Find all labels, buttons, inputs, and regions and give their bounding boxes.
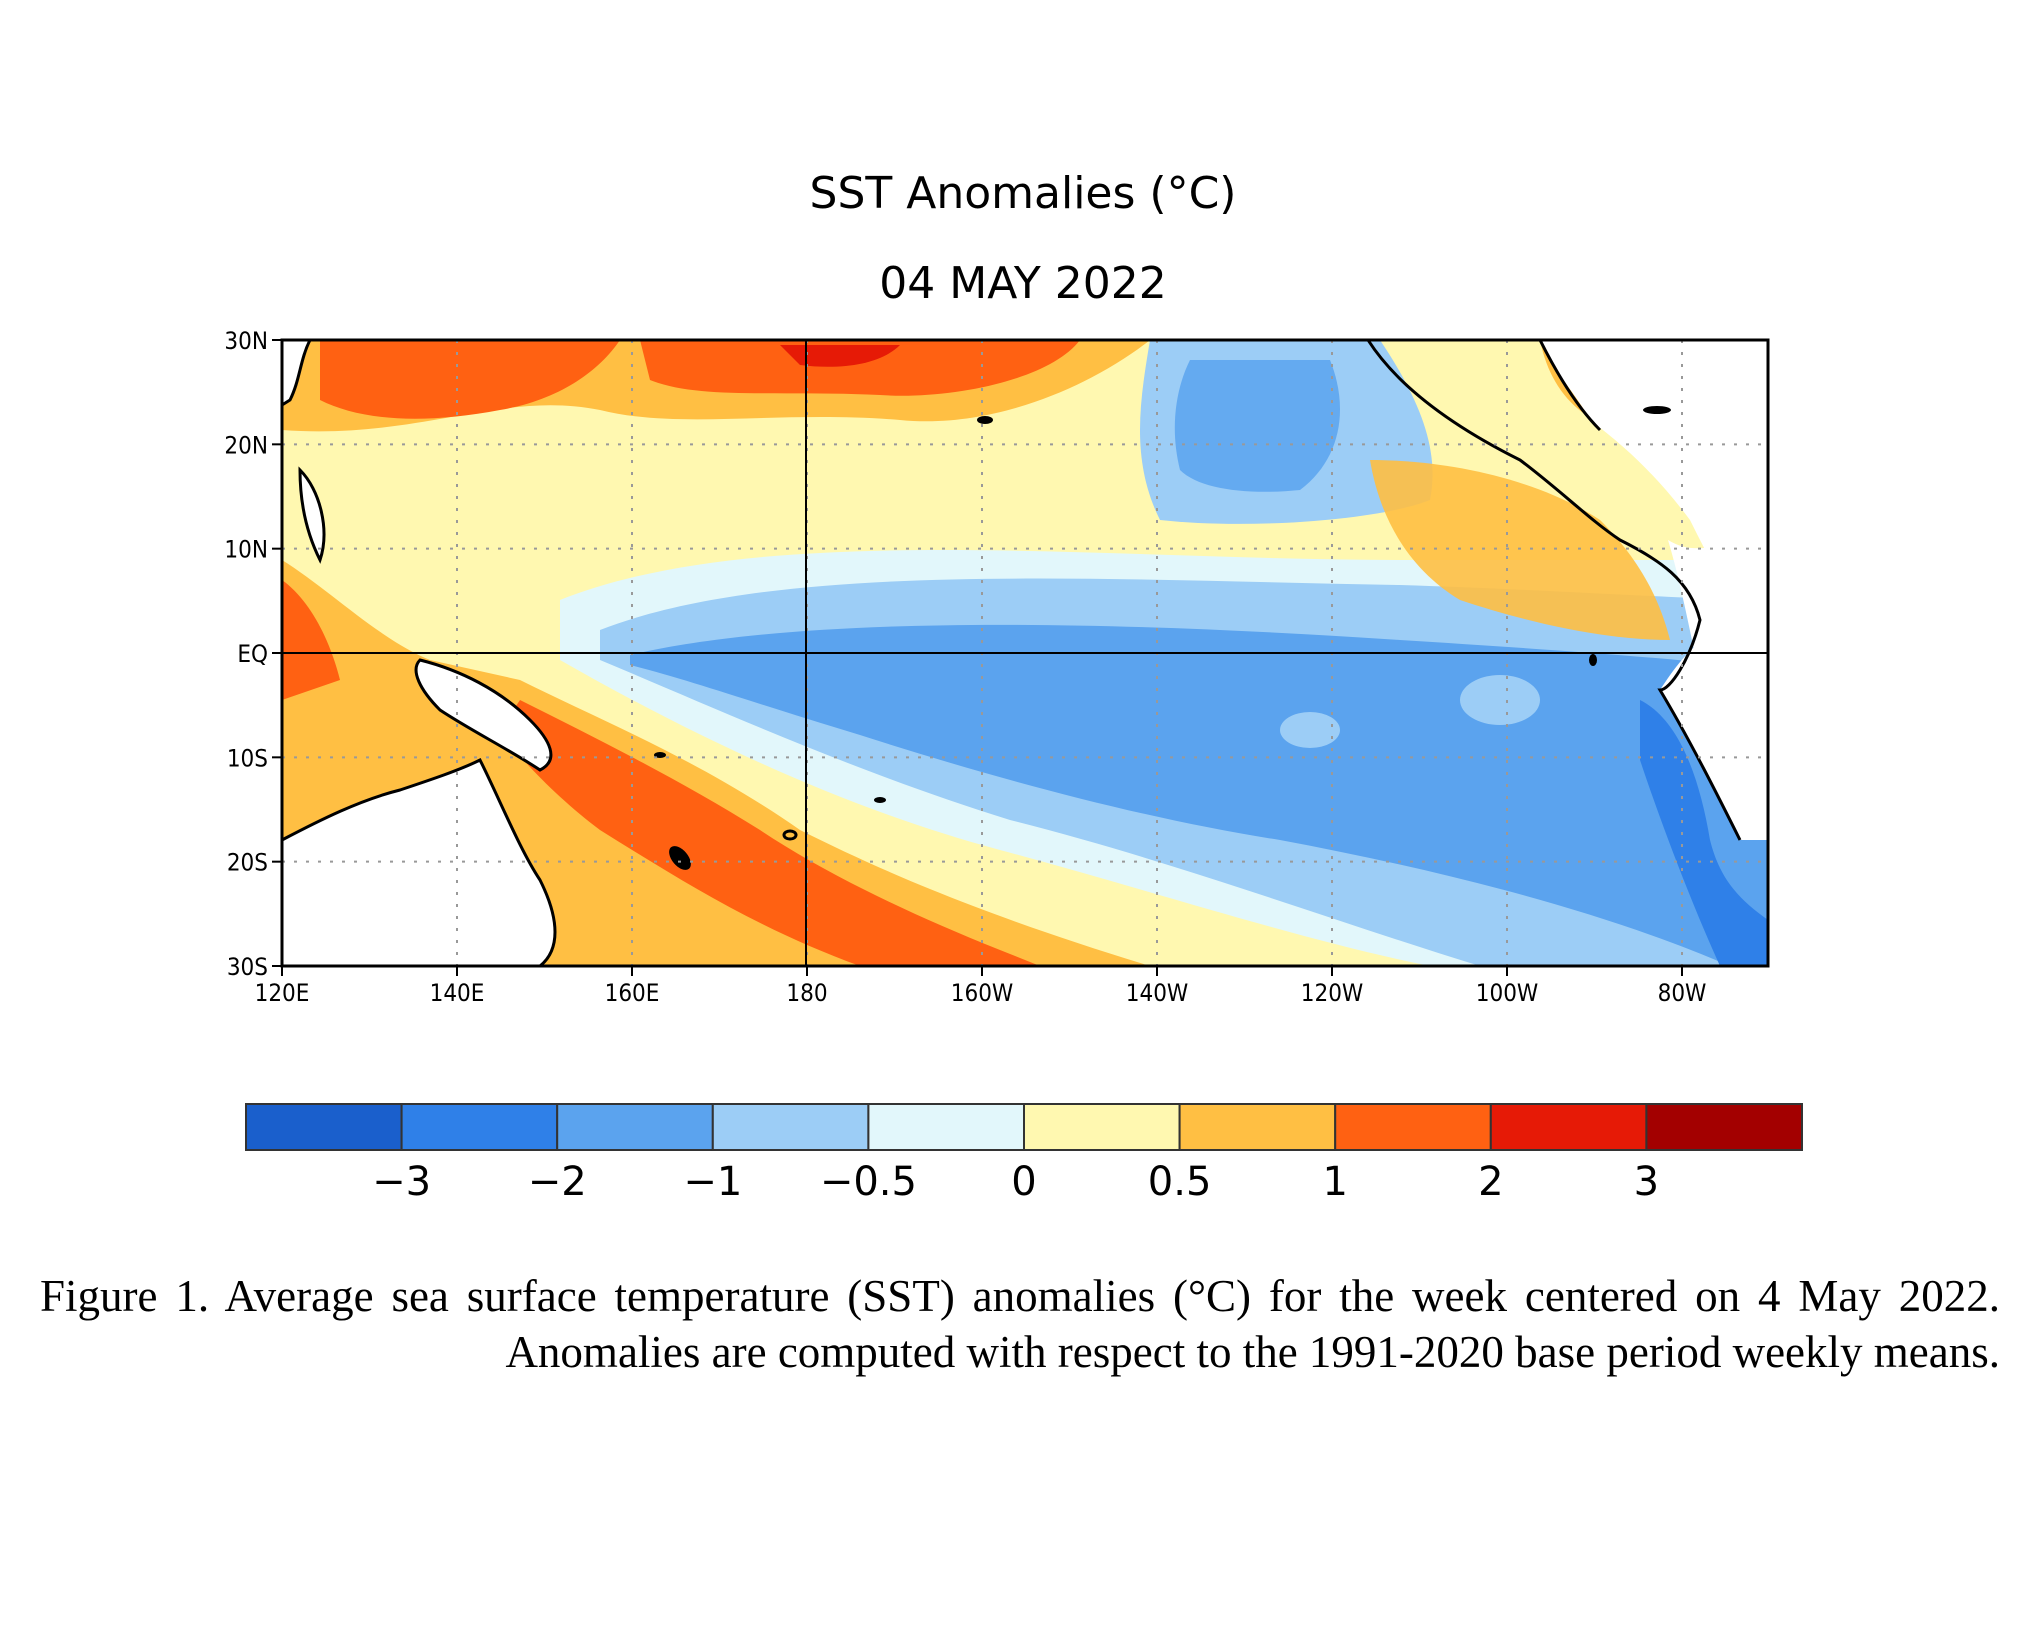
- colorbar-label: −3: [372, 1159, 431, 1205]
- colorbar-swatch: [1489, 1103, 1648, 1151]
- lat-tick-label: 10N: [224, 536, 268, 564]
- anomaly-spot: [1280, 712, 1340, 748]
- island-new-caledonia: [669, 846, 691, 870]
- lon-tick-label: 180: [786, 979, 827, 1007]
- coastline-philippines: [298, 466, 326, 564]
- colorbar-label: 0.5: [1148, 1159, 1212, 1205]
- anomaly-region-strong-cool: [1640, 700, 1768, 966]
- island-samoa: [874, 797, 886, 803]
- chart-title: SST Anomalies (°C): [810, 168, 1237, 219]
- land-philippines: [300, 470, 324, 560]
- latitude-axis: 30N 20N 10N EQ 10S 20S 30S: [224, 327, 282, 981]
- longitude-axis: 120E 140E 160E 180 160W 140W 120W 100W 80W: [255, 966, 1707, 1007]
- lon-tick-label: 160E: [605, 979, 660, 1007]
- island-galapagos: [1589, 654, 1597, 666]
- coastline-australia: [282, 757, 557, 966]
- lon-tick-label: 160W: [951, 979, 1014, 1007]
- colorbar-label: 3: [1634, 1159, 1659, 1205]
- colorbar-swatch: [400, 1103, 559, 1151]
- lat-tick-label: 30N: [224, 327, 268, 355]
- colorbar: −3 −2 −1 −0.5 0 0.5 1 2 3: [245, 1103, 1804, 1205]
- colorbar-swatch: [556, 1103, 714, 1151]
- colorbar-swatch: [711, 1103, 870, 1151]
- lat-tick-label: 10S: [227, 744, 268, 772]
- anomaly-region-strong-warm-w: [282, 580, 340, 700]
- lat-tick-label: 30S: [227, 953, 268, 981]
- coastline-americas: [1366, 340, 1742, 841]
- island-hawaii: [977, 416, 993, 424]
- lon-tick-label: 80W: [1658, 979, 1707, 1007]
- colorbar-label: −1: [683, 1159, 742, 1205]
- figure-caption: Figure 1. Average sea surface temperatur…: [40, 1271, 2000, 1377]
- anomaly-region-ne-moderate: [1174, 360, 1340, 492]
- anomaly-region-strong-warm-n: [640, 340, 1080, 396]
- colorbar-label: −2: [528, 1159, 587, 1205]
- land-australia: [282, 760, 555, 966]
- lon-tick-label: 120W: [1301, 979, 1364, 1007]
- colorbar-swatch: [867, 1103, 1026, 1151]
- island-fiji: [782, 829, 798, 841]
- lon-tick-label: 120E: [255, 979, 310, 1007]
- lat-tick-label: EQ: [237, 640, 268, 668]
- colorbar-label: 1: [1322, 1159, 1347, 1205]
- colorbar-label: 0: [1011, 1159, 1036, 1205]
- chart-date: 04 MAY 2022: [879, 258, 1166, 309]
- coastline-mexico: [1538, 340, 1602, 432]
- land-new-guinea: [416, 660, 551, 770]
- colorbar-swatch: [1178, 1103, 1337, 1151]
- island-cuba: [1643, 406, 1671, 414]
- colorbar-swatch: [1334, 1103, 1492, 1151]
- anomaly-region-strong-warm-sw: [500, 700, 1040, 966]
- colorbar-swatch: [1645, 1103, 1804, 1151]
- anomaly-region-strong-warm-nw: [320, 340, 620, 419]
- anomaly-region-very-warm: [780, 345, 900, 367]
- lon-tick-label: 100W: [1476, 979, 1539, 1007]
- colorbar-swatch: [245, 1103, 403, 1151]
- anomaly-region-warm-east: [1370, 460, 1670, 640]
- anomaly-spot: [1460, 675, 1540, 725]
- lat-tick-label: 20S: [227, 849, 268, 877]
- lat-tick-label: 20N: [224, 431, 268, 459]
- coastline-new-guinea: [414, 658, 553, 772]
- lon-tick-label: 140E: [430, 979, 485, 1007]
- colorbar-swatch: [1023, 1103, 1181, 1151]
- lon-tick-label: 140W: [1126, 979, 1189, 1007]
- land-americas: [1368, 340, 1768, 840]
- colorbar-label: 2: [1478, 1159, 1503, 1205]
- colorbar-label: −0.5: [820, 1159, 917, 1205]
